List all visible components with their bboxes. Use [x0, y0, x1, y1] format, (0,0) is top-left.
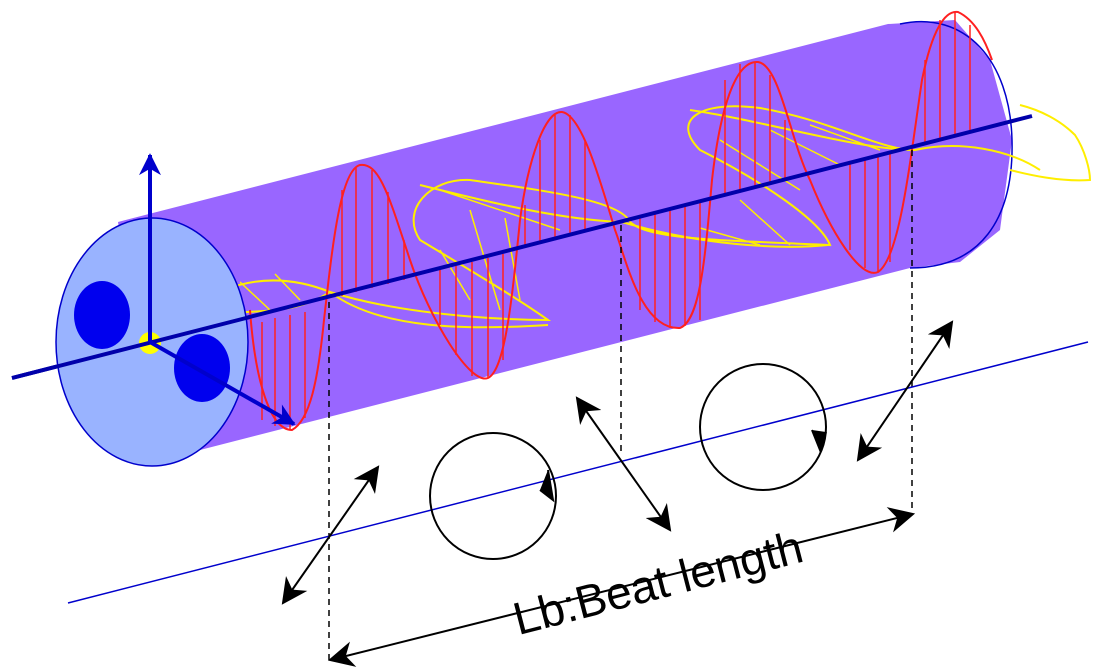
stress-rod-left: [74, 281, 130, 349]
double-arrow-icon: [856, 320, 954, 462]
propagation-axis-front: [11, 315, 251, 380]
coordinate-axes-icon: [139, 153, 296, 426]
double-arrow-icon: [281, 465, 380, 605]
double-arrow-icon: [575, 396, 672, 532]
polarization-circle-icon: [429, 432, 557, 560]
fiber-far-end: [899, 20, 1013, 269]
polarization-circle-icon: [699, 363, 827, 491]
beat-length-arrow: [327, 507, 916, 667]
stress-rod-right: [174, 334, 230, 402]
